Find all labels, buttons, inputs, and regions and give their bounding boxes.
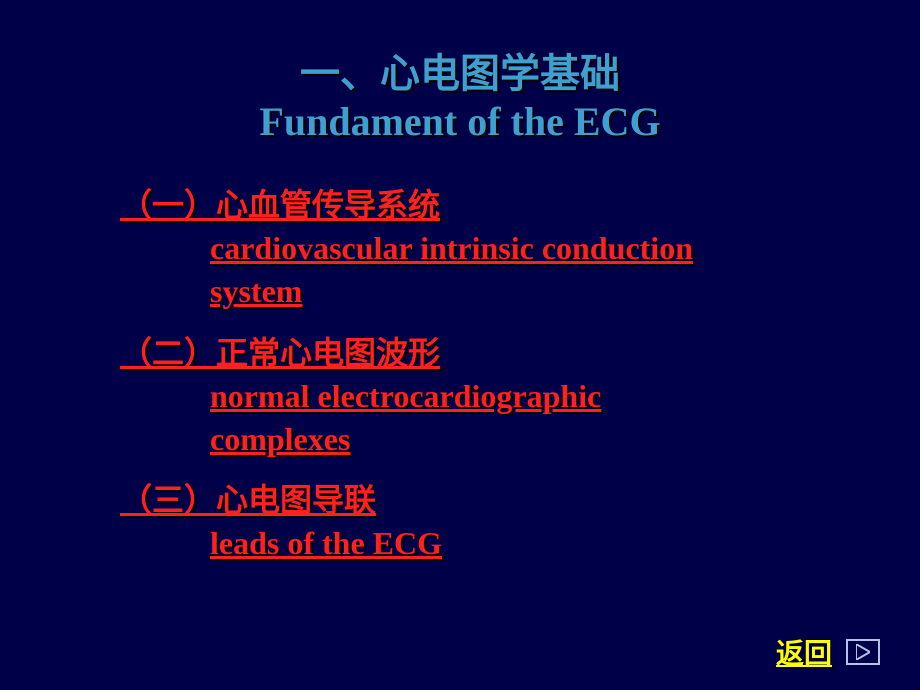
section-1-cn: （一）心血管传导系统 bbox=[120, 184, 800, 227]
section-3-cn: （三）心电图导联 bbox=[120, 479, 800, 522]
section-2[interactable]: （二）正常心电图波形 normal electrocardiographic c… bbox=[120, 332, 800, 462]
section-1-en-line2: system bbox=[120, 270, 800, 313]
section-1[interactable]: （一）心血管传导系统 cardiovascular intrinsic cond… bbox=[120, 184, 800, 314]
section-3[interactable]: （三）心电图导联 leads of the ECG bbox=[120, 479, 800, 565]
title-cn: 一、心电图学基础 bbox=[0, 50, 920, 98]
footer-nav: 返回 bbox=[776, 632, 880, 672]
triangle-right-icon bbox=[856, 644, 870, 660]
title-en: Fundament of the ECG bbox=[0, 98, 920, 146]
section-3-en-line1: leads of the ECG bbox=[120, 522, 800, 565]
title-block: 一、心电图学基础 Fundament of the ECG bbox=[0, 0, 920, 146]
section-2-en-line2: complexes bbox=[120, 418, 800, 461]
next-icon[interactable] bbox=[846, 639, 880, 665]
section-1-en-line1: cardiovascular intrinsic conduction bbox=[120, 227, 800, 270]
back-link[interactable]: 返回 bbox=[776, 632, 832, 672]
section-2-en-line1: normal electrocardiographic bbox=[120, 375, 800, 418]
section-2-cn: （二）正常心电图波形 bbox=[120, 332, 800, 375]
content: （一）心血管传导系统 cardiovascular intrinsic cond… bbox=[0, 146, 920, 566]
